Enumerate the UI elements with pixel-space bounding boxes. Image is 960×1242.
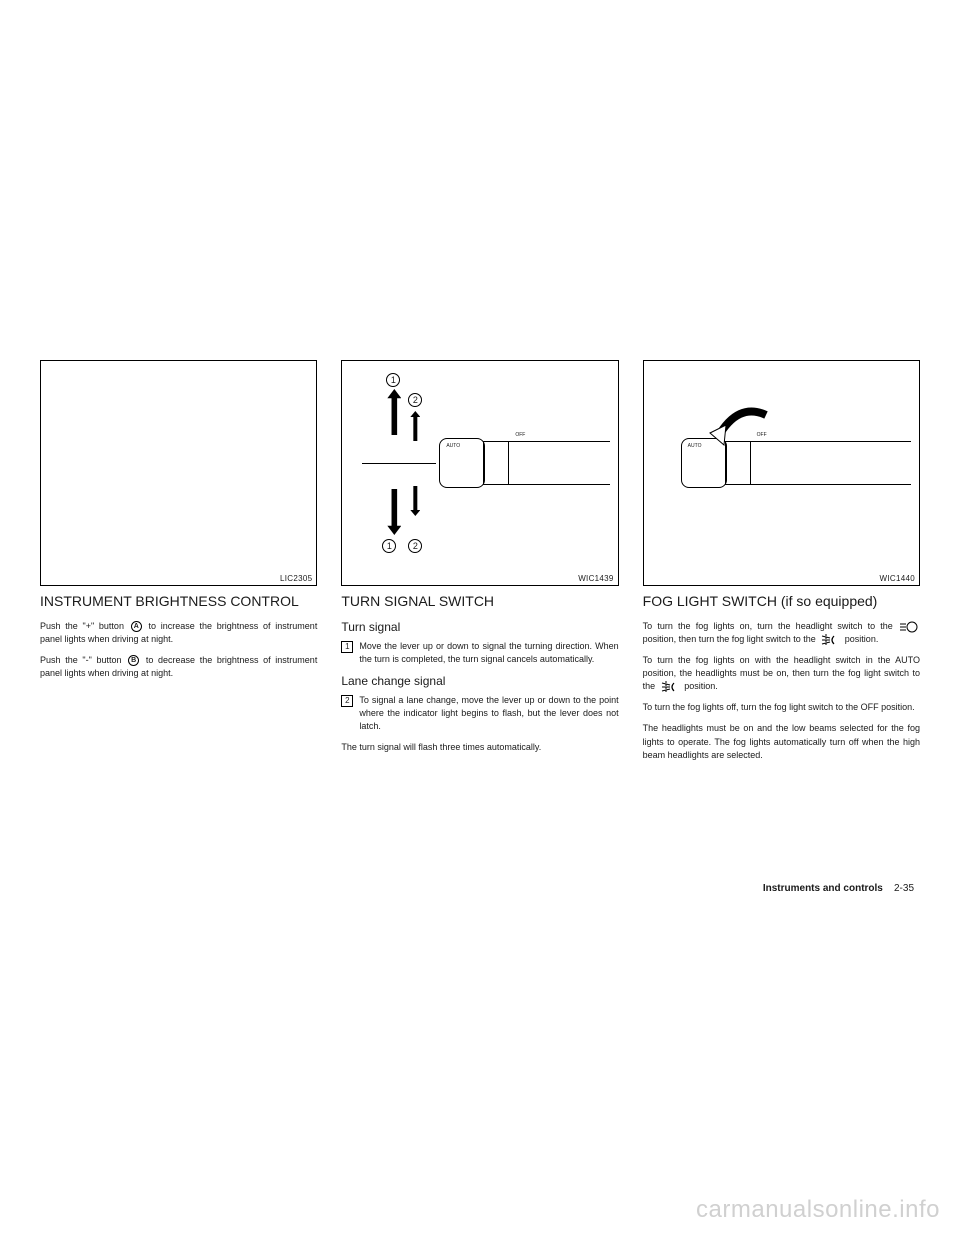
baseline: [362, 463, 436, 464]
label-auto: AUTO: [688, 443, 702, 449]
figure-turn-signal: AUTO OFF 1 2 1 2 WIC1439: [341, 360, 618, 586]
figure-fog-light: AUTO OFF WIC1440: [643, 360, 920, 586]
watermark: carmanualsonline.info: [696, 1196, 940, 1224]
text-fragment: position.: [684, 681, 718, 691]
text-fragment: position.: [845, 634, 879, 644]
arrow-down-icon: [410, 486, 420, 516]
figure-label: WIC1439: [578, 574, 613, 583]
stalk-line: [750, 442, 751, 484]
list-text: Move the lever up or down to signal the …: [359, 640, 618, 666]
list-number-2: 2: [341, 695, 353, 707]
column-2: AUTO OFF 1 2 1 2 WIC1439 TURN SIGNAL SWI…: [341, 360, 618, 770]
arrow-down-icon: [387, 489, 401, 535]
fog-stalk-diagram: AUTO OFF: [684, 441, 911, 485]
figure-label: LIC2305: [280, 574, 312, 583]
list-number-1: 1: [341, 641, 353, 653]
list-item-1: 1 Move the lever up or down to signal th…: [341, 640, 618, 666]
footer-section: Instruments and controls: [763, 883, 883, 894]
stalk-body: AUTO OFF: [442, 441, 609, 485]
figure-brightness: LIC2305: [40, 360, 317, 586]
para-fog-off: To turn the fog lights off, turn the fog…: [643, 701, 920, 714]
para-fog-on: To turn the fog lights on, turn the head…: [643, 620, 920, 646]
stalk-line: [483, 442, 484, 484]
label-auto: AUTO: [446, 443, 460, 449]
section-title-brightness: INSTRUMENT BRIGHTNESS CONTROL: [40, 592, 317, 610]
column-3: AUTO OFF WIC1440 FOG LIGHT SWITCH (if so…: [643, 360, 920, 770]
rotate-arrow-icon: [708, 397, 778, 447]
callout-1-icon: 1: [382, 539, 396, 553]
list-item-2: 2 To signal a lane change, move the leve…: [341, 694, 618, 733]
callout-1-icon: 1: [386, 373, 400, 387]
stalk-line: [725, 442, 726, 484]
para-fog-note: The headlights must be on and the low be…: [643, 722, 920, 761]
text-fragment: Push the "-" button: [40, 655, 121, 665]
callout-2-icon: 2: [408, 393, 422, 407]
section-title-fog-light: FOG LIGHT SWITCH (if so equipped): [643, 592, 920, 610]
arrow-up-icon: [387, 389, 401, 435]
column-1: LIC2305 INSTRUMENT BRIGHTNESS CONTROL Pu…: [40, 360, 317, 770]
stalk-diagram: AUTO OFF: [442, 441, 609, 485]
arrow-up-icon: [410, 411, 420, 441]
para-fog-auto: To turn the fog lights on with the headl…: [643, 654, 920, 693]
text-fragment: Push the "+" button: [40, 621, 124, 631]
fog-light-icon: [820, 634, 840, 646]
subtitle-lane-change: Lane change signal: [341, 674, 618, 688]
footer-page: 2-35: [894, 883, 914, 894]
para-flash-three: The turn signal will flash three times a…: [341, 741, 618, 754]
subtitle-turn-signal: Turn signal: [341, 620, 618, 634]
stalk-line: [508, 442, 509, 484]
headlight-icon: [900, 621, 918, 633]
text-fragment: position, then turn the fog light switch…: [643, 634, 816, 644]
label-off: OFF: [515, 432, 525, 438]
figure-label: WIC1440: [880, 574, 915, 583]
para-brightness-increase: Push the "+" button A to increase the br…: [40, 620, 317, 646]
stalk-tip: AUTO: [439, 438, 485, 488]
list-text: To signal a lane change, move the lever …: [359, 694, 618, 733]
page-footer: Instruments and controls 2-35: [763, 883, 914, 894]
page-content: LIC2305 INSTRUMENT BRIGHTNESS CONTROL Pu…: [40, 360, 920, 770]
para-brightness-decrease: Push the "-" button B to decrease the br…: [40, 654, 317, 680]
letter-a-icon: A: [131, 621, 142, 632]
fog-light-icon: [660, 681, 680, 693]
text-fragment: To turn the fog lights on, turn the head…: [643, 621, 893, 631]
stalk-body: AUTO OFF: [684, 441, 911, 485]
callout-2-icon: 2: [408, 539, 422, 553]
section-title-turn-signal: TURN SIGNAL SWITCH: [341, 592, 618, 610]
letter-b-icon: B: [128, 655, 139, 666]
